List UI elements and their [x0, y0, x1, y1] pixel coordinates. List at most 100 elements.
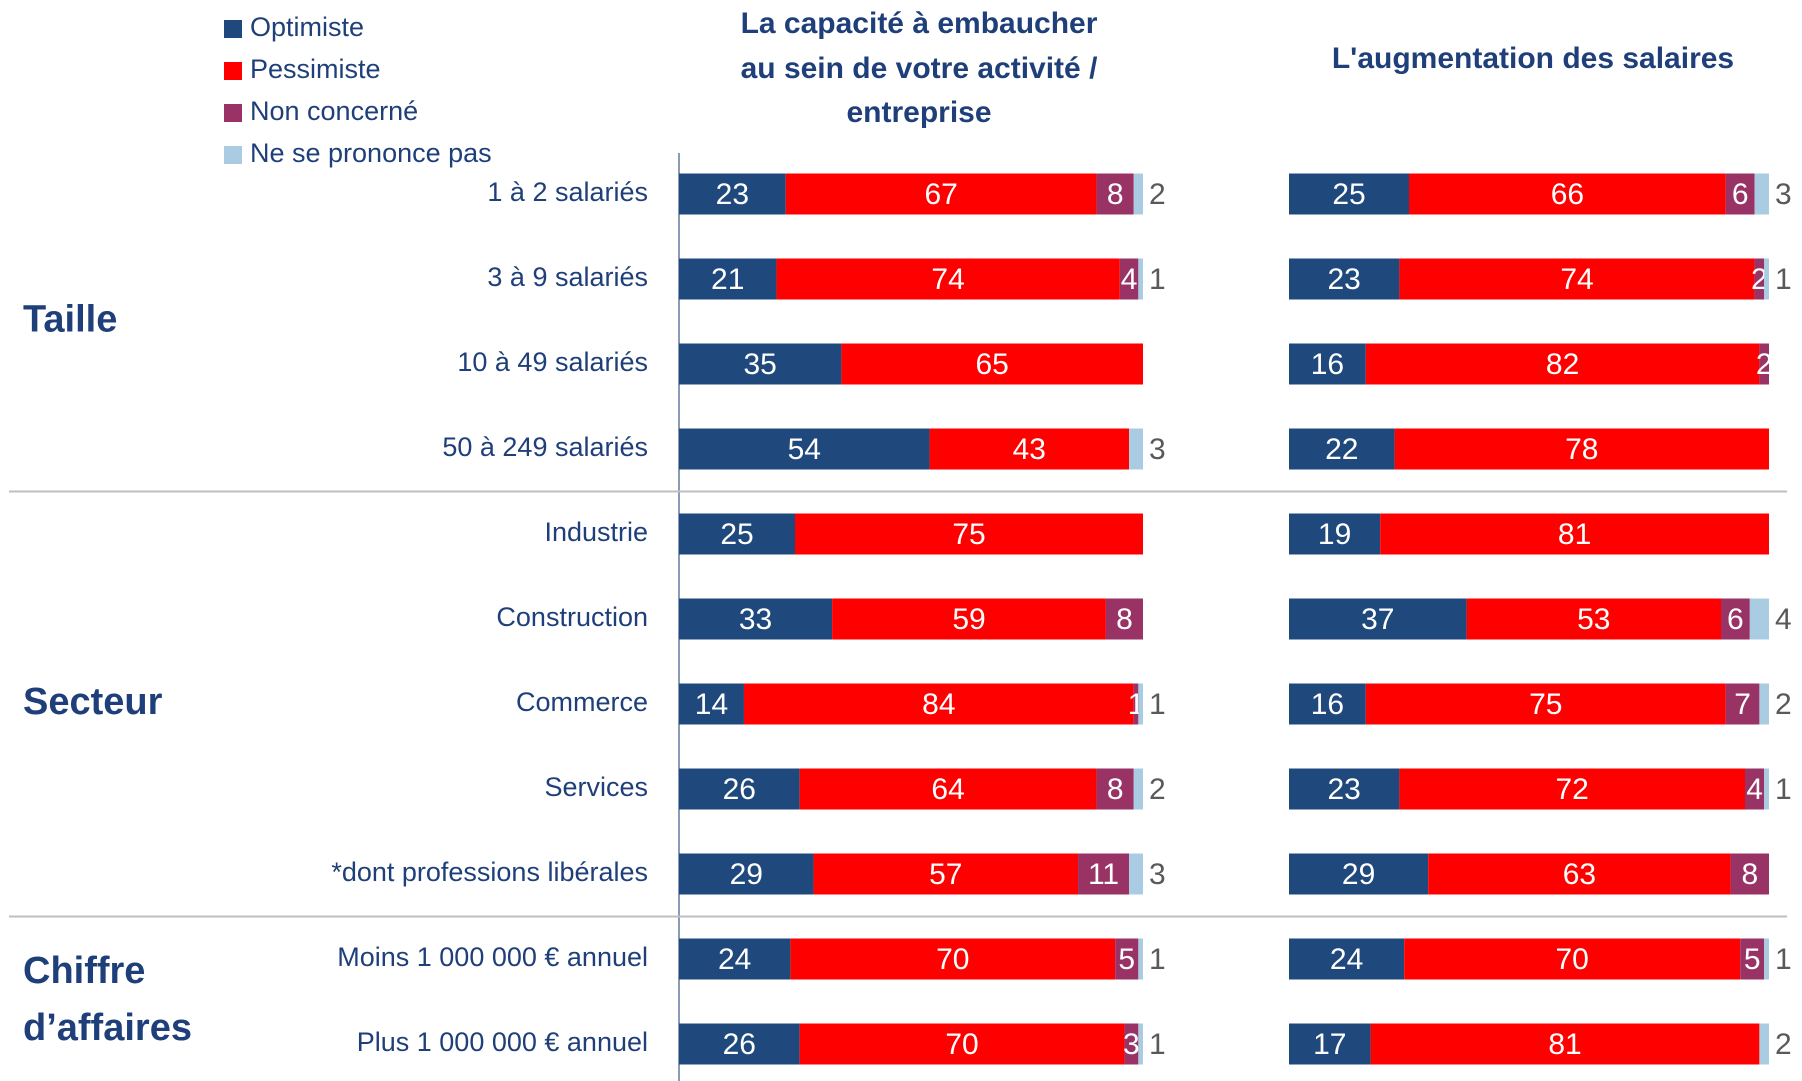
- bar-segment: [679, 853, 814, 895]
- value-label: 81: [1548, 1028, 1581, 1061]
- bar-segment: [1759, 1023, 1769, 1065]
- value-label: 22: [1325, 433, 1358, 466]
- bar-segment: [1289, 1023, 1371, 1065]
- bar-segment: [1289, 768, 1400, 810]
- bar-segment: [1115, 938, 1139, 980]
- bar-segment: [679, 428, 930, 470]
- bar-segment: [1365, 683, 1726, 725]
- bar-segment: [1289, 513, 1381, 555]
- category-label: Construction: [496, 602, 648, 632]
- value-label: 4: [1746, 773, 1763, 806]
- value-label: 14: [695, 688, 728, 721]
- value-label: 2: [1775, 1028, 1792, 1061]
- value-label: 67: [924, 178, 957, 211]
- chart-title: entreprise: [846, 96, 991, 129]
- value-label: 26: [723, 773, 756, 806]
- legend-label: Non concerné: [250, 96, 418, 126]
- value-label: 2: [1775, 688, 1792, 721]
- value-label: 4: [1775, 603, 1792, 636]
- bar-segment: [1399, 258, 1755, 300]
- category-label: Plus 1 000 000 € annuel: [357, 1027, 648, 1057]
- value-label: 3: [1775, 178, 1792, 211]
- bar-segment: [1764, 938, 1769, 980]
- value-label: 2: [1756, 348, 1773, 381]
- category-label: 3 à 9 salariés: [487, 262, 648, 292]
- value-label: 11: [1088, 858, 1119, 891]
- value-label: 70: [936, 943, 969, 976]
- bar-segment: [1124, 1023, 1139, 1065]
- bar-segment: [1289, 173, 1409, 215]
- bar-segment: [1721, 598, 1750, 640]
- value-label: 75: [1529, 688, 1562, 721]
- bar-segment: [1129, 853, 1143, 895]
- value-label: 74: [931, 263, 964, 296]
- value-label: 16: [1311, 688, 1344, 721]
- value-label: 2: [1149, 773, 1166, 806]
- bar-segment: [813, 853, 1079, 895]
- value-label: 81: [1558, 518, 1591, 551]
- value-label: 25: [1332, 178, 1365, 211]
- value-label: 72: [1556, 773, 1589, 806]
- category-label: Industrie: [544, 517, 648, 547]
- value-label: 64: [931, 773, 964, 806]
- value-label: 1: [1775, 943, 1792, 976]
- chart-title: La capacité à embaucher: [741, 7, 1098, 40]
- bar-segment: [1725, 173, 1755, 215]
- bar-segment: [1409, 173, 1726, 215]
- bar-segment: [1380, 513, 1769, 555]
- value-label: 6: [1727, 603, 1744, 636]
- bar-segment: [1289, 598, 1467, 640]
- bar-segment: [1725, 683, 1760, 725]
- bar-segment: [1399, 768, 1745, 810]
- value-label: 8: [1107, 773, 1124, 806]
- value-label: 17: [1313, 1028, 1346, 1061]
- category-label: 10 à 49 salariés: [457, 347, 648, 377]
- legend-swatch: [224, 62, 242, 80]
- value-label: 7: [1734, 688, 1751, 721]
- category-label: 1 à 2 salariés: [487, 177, 648, 207]
- group-label: Taille: [23, 299, 117, 341]
- bar-segment: [679, 513, 795, 555]
- value-label: 78: [1565, 433, 1598, 466]
- value-label: 74: [1560, 263, 1593, 296]
- value-label: 8: [1107, 178, 1124, 211]
- bar-segment: [1289, 343, 1366, 385]
- bar-segment: [1129, 428, 1143, 470]
- value-label: 2: [1149, 178, 1166, 211]
- value-label: 37: [1361, 603, 1394, 636]
- value-label: 5: [1744, 943, 1761, 976]
- value-label: 66: [1551, 178, 1584, 211]
- bar-segment: [1105, 598, 1143, 640]
- value-label: 23: [716, 178, 749, 211]
- bar-segment: [795, 513, 1143, 555]
- value-label: 19: [1318, 518, 1351, 551]
- legend-label: Ne se prononce pas: [250, 138, 492, 168]
- chart-title: au sein de votre activité /: [741, 52, 1098, 85]
- bar-segment: [679, 938, 791, 980]
- value-label: 1: [1149, 943, 1166, 976]
- bar-segment: [1759, 343, 1769, 385]
- bar-segment: [1754, 258, 1765, 300]
- value-label: 82: [1546, 348, 1579, 381]
- value-label: 84: [922, 688, 955, 721]
- legend-swatch: [224, 104, 242, 122]
- value-label: 53: [1577, 603, 1610, 636]
- value-label: 26: [723, 1028, 756, 1061]
- bar-segment: [1138, 938, 1143, 980]
- bar-segment: [1138, 1023, 1143, 1065]
- bar-segment: [1749, 598, 1769, 640]
- bar-segment: [1289, 258, 1400, 300]
- bar-segment: [1289, 428, 1395, 470]
- category-label: Services: [544, 772, 648, 802]
- legend-label: Pessimiste: [250, 54, 381, 84]
- bar-segment: [1133, 173, 1143, 215]
- bar-segment: [679, 1023, 800, 1065]
- value-label: 1: [1775, 773, 1792, 806]
- value-label: 23: [1328, 773, 1361, 806]
- bar-segment: [1745, 768, 1765, 810]
- value-label: 29: [730, 858, 763, 891]
- bar-segment: [743, 683, 1134, 725]
- value-label: 2: [1751, 263, 1768, 296]
- bar-segment: [1365, 343, 1760, 385]
